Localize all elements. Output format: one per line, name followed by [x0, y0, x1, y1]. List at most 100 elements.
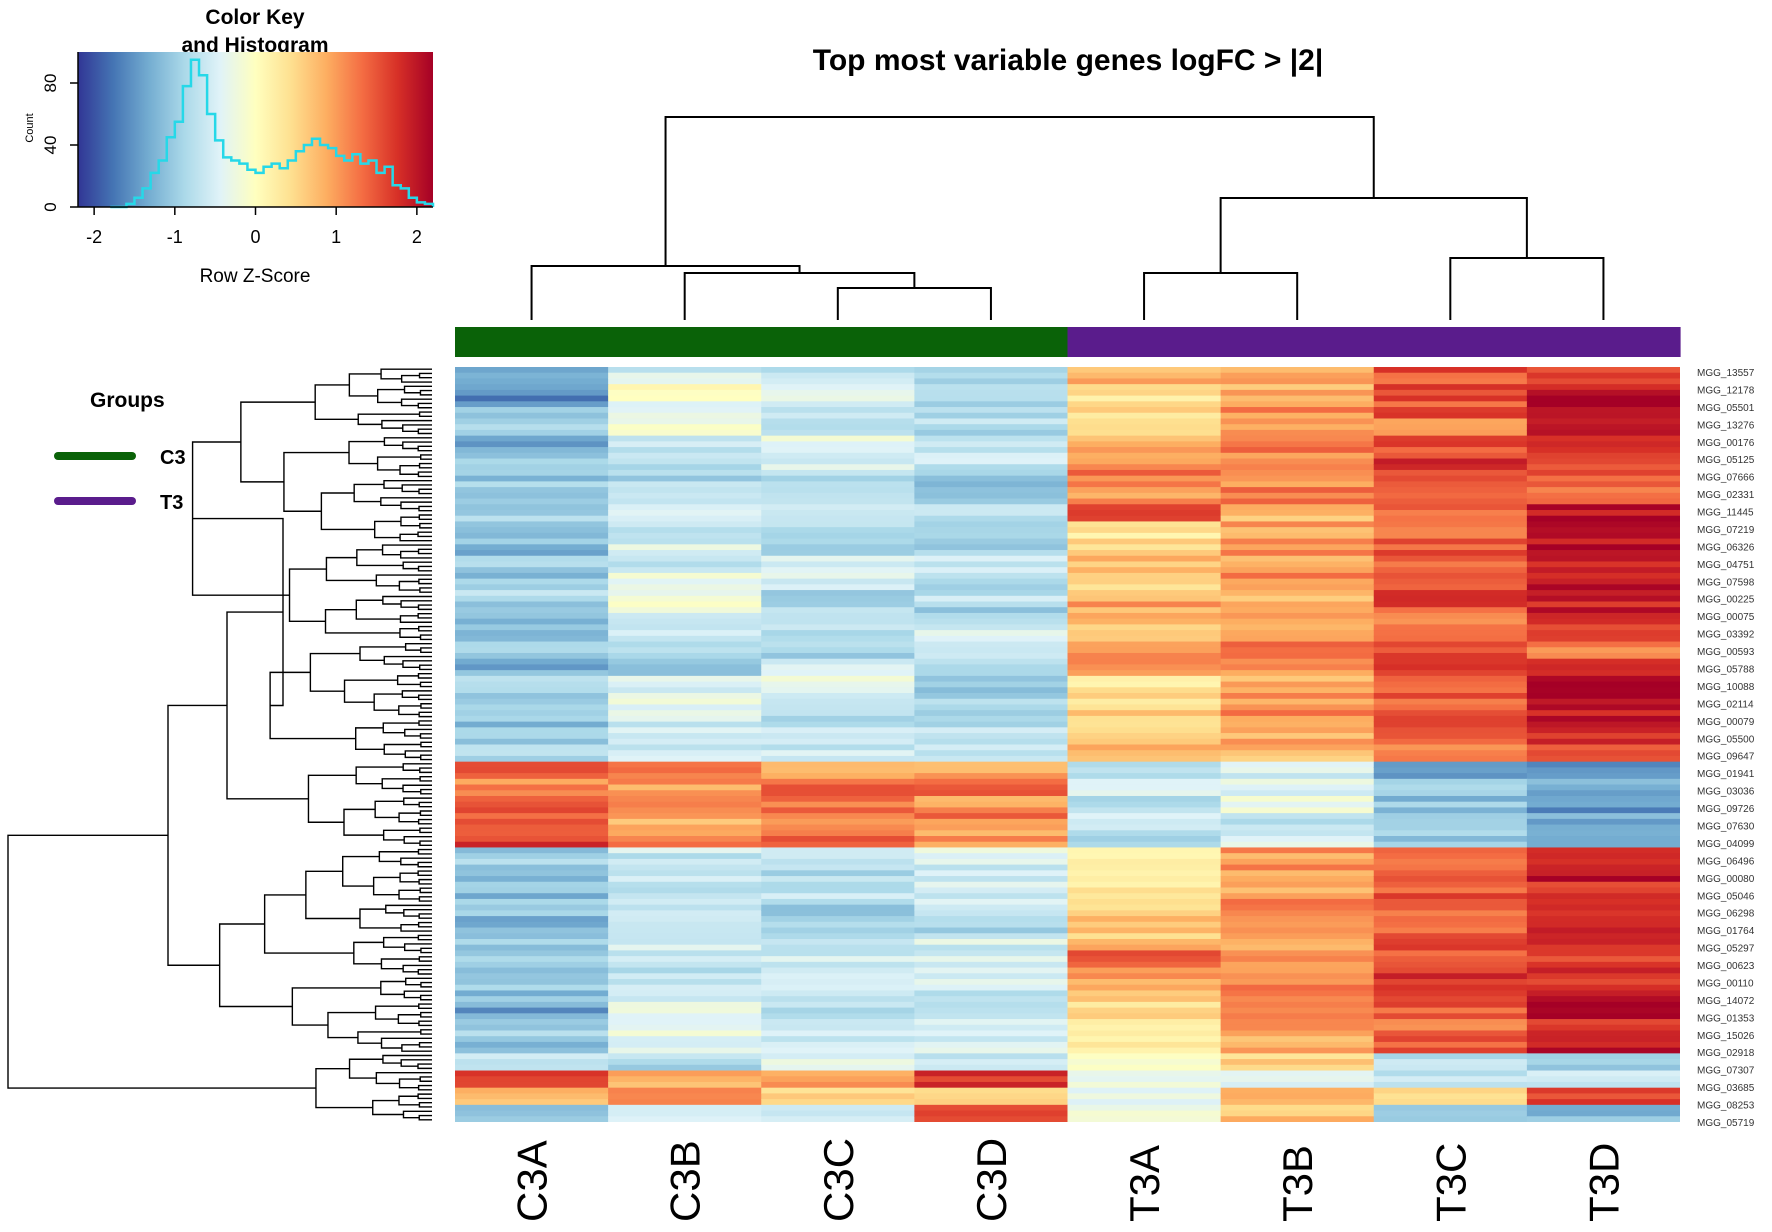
- heatmap-cell: [455, 1019, 609, 1037]
- row-label: MGG_03685: [1697, 1083, 1755, 1094]
- dendrogram-branch: [405, 977, 432, 986]
- heatmap-cell: [1220, 487, 1375, 505]
- heatmap-cell: [455, 384, 609, 402]
- row-labels: MGG_13557 MGG_12178 MGG_05501 MGG_13276 MGG_…: [1697, 368, 1755, 1129]
- heatmap-cell: [608, 744, 762, 763]
- dendrogram-branch: [419, 767, 432, 774]
- heatmap-cell: [1373, 710, 1528, 728]
- heatmap-cell: [1526, 1053, 1680, 1072]
- heatmap-cell: [1526, 367, 1680, 385]
- heatmap-cell: [914, 1053, 1069, 1072]
- column-label: C3D: [968, 1138, 1015, 1222]
- row-label: MGG_12178: [1697, 385, 1755, 396]
- heatmap-cell: [914, 555, 1069, 574]
- heatmap-cell: [761, 744, 915, 763]
- dendrogram-branch: [325, 556, 377, 582]
- dendrogram-branch: [382, 1054, 432, 1064]
- dendrogram-branch: [417, 428, 432, 435]
- dendrogram-branch: [419, 733, 432, 739]
- heatmap-cell: [1067, 555, 1222, 574]
- row-label: MGG_07219: [1697, 525, 1755, 536]
- heatmap-cell: [761, 641, 915, 660]
- heatmap-cell: [1220, 795, 1375, 814]
- dendrogram-branch: [401, 1044, 432, 1052]
- column-label: T3A: [1121, 1145, 1168, 1222]
- heatmap-cell: [1220, 658, 1375, 677]
- heatmap-cell: [1067, 590, 1222, 608]
- row-label: MGG_07598: [1697, 577, 1755, 588]
- heatmap-cell: [1220, 538, 1375, 557]
- dendrogram-branch: [417, 565, 432, 572]
- heatmap-cell: [914, 521, 1069, 540]
- dendrogram-branch: [420, 1011, 432, 1018]
- dendrogram-branch: [399, 627, 421, 638]
- heatmap-cell: [1526, 624, 1680, 643]
- heatmap-cell: [1067, 367, 1222, 385]
- dendrogram-branch: [399, 533, 432, 542]
- heatmap-cell: [1526, 1001, 1680, 1020]
- dendrogram-branch: [417, 1093, 432, 1100]
- heatmap-cell: [1373, 916, 1528, 934]
- heatmap-cell: [455, 624, 609, 643]
- dendrogram-branch: [418, 720, 432, 726]
- heatmap-cell: [1067, 624, 1222, 643]
- dendrogram-branch: [380, 980, 406, 996]
- heatmap-cell: [1373, 504, 1528, 523]
- dendrogram-branch: [418, 1003, 432, 1010]
- group-bar-segment: [1526, 327, 1681, 357]
- heatmap-cell: [914, 418, 1069, 437]
- dendrogram-branch: [417, 934, 432, 941]
- heatmap-cell: [761, 984, 915, 1003]
- heatmap-cell: [761, 933, 915, 952]
- heatmap-cell: [1067, 1053, 1222, 1072]
- row-label: MGG_07666: [1697, 473, 1755, 484]
- heatmap-cell: [608, 1053, 762, 1072]
- dendrogram-branch: [382, 936, 419, 948]
- dendrogram-branch: [1449, 257, 1605, 320]
- dendrogram-branch: [400, 374, 432, 383]
- heatmap-cell: [1067, 693, 1222, 711]
- row-label: MGG_02331: [1697, 490, 1755, 501]
- heatmap-cell: [608, 384, 762, 402]
- dendrogram-branch: [357, 413, 420, 426]
- heatmap-cell: [1526, 864, 1680, 883]
- heatmap-cell: [761, 572, 915, 591]
- dendrogram-branch: [167, 704, 227, 966]
- heatmap-cell: [761, 761, 915, 780]
- dendrogram-branch: [417, 612, 432, 619]
- heatmap-cell: [761, 864, 915, 883]
- row-label: MGG_05125: [1697, 455, 1755, 466]
- heatmap-cell: [1526, 813, 1680, 831]
- heatmap-cell: [914, 367, 1069, 385]
- heatmap-cell: [1526, 778, 1680, 797]
- dendrogram-branch: [381, 778, 421, 790]
- dendrogram-branch: [418, 625, 432, 632]
- heatmap-cell: [761, 590, 915, 608]
- heatmap-cell: [1373, 967, 1528, 986]
- heatmap-cell: [455, 898, 609, 917]
- heatmap-cell: [761, 624, 915, 643]
- dendrogram-branch: [419, 522, 432, 529]
- row-label: MGG_13557: [1697, 368, 1755, 379]
- heatmap-cell: [455, 864, 609, 883]
- heatmap-cell: [1067, 452, 1222, 471]
- heatmap-cell: [1373, 607, 1528, 625]
- heatmap-cell: [914, 658, 1069, 677]
- dendrogram-branch: [374, 1005, 419, 1020]
- heatmap-cell: [761, 778, 915, 797]
- heatmap-cell: [761, 1087, 915, 1106]
- heatmap-cell: [608, 710, 762, 728]
- heatmap-cell: [1220, 624, 1375, 643]
- heatmap-cell: [761, 898, 915, 917]
- row-label: MGG_06298: [1697, 909, 1755, 920]
- heatmap-cell: [1067, 1001, 1222, 1020]
- heatmap-cell: [914, 1036, 1069, 1054]
- heatmap-cell: [761, 658, 915, 677]
- dendrogram-branch: [403, 385, 432, 394]
- heatmap-cell: [1220, 504, 1375, 523]
- dendrogram-branch: [382, 722, 420, 734]
- dendrogram-branch: [417, 604, 432, 611]
- dendrogram-branch: [402, 660, 432, 668]
- dendrogram-branch: [402, 561, 432, 570]
- heatmap-cell: [1526, 590, 1680, 608]
